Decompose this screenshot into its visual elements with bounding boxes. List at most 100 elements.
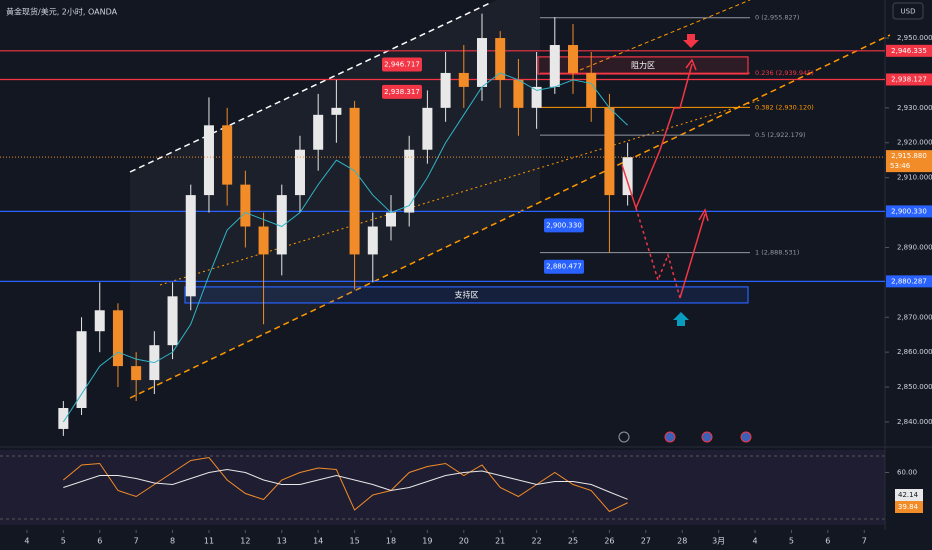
arrow-head bbox=[685, 58, 697, 71]
forecast-path-dip bbox=[635, 207, 681, 299]
channel-fill bbox=[130, 0, 540, 398]
candle-body bbox=[94, 310, 105, 332]
candle-body bbox=[586, 72, 597, 108]
zone-label: 阻力区 bbox=[631, 60, 655, 70]
axis-price-box bbox=[886, 275, 932, 288]
x-tick-label: 20 bbox=[459, 537, 469, 546]
candle-body bbox=[167, 296, 178, 346]
axis-price-label: 2,880.287 bbox=[891, 277, 927, 285]
fib-label: 0 (2,955.827) bbox=[755, 14, 799, 22]
x-tick-label: 4 bbox=[24, 537, 29, 546]
last-price-label: 2,915.880 bbox=[891, 152, 927, 160]
candle-body bbox=[185, 195, 196, 297]
fib-label: 1 (2,888.531) bbox=[755, 249, 799, 257]
price-tag-label: 2,938.317 bbox=[384, 88, 420, 96]
price-tag-label: 2,880.477 bbox=[546, 263, 582, 271]
x-tick-label: 26 bbox=[604, 537, 614, 546]
x-tick-label: 5 bbox=[61, 537, 66, 546]
forecast bbox=[621, 58, 709, 299]
x-tick-label: 14 bbox=[313, 537, 323, 546]
axis-price-box bbox=[886, 205, 932, 218]
countdown-label: 53:46 bbox=[890, 162, 911, 170]
candle-body bbox=[476, 38, 488, 87]
x-tick-label: 3月 bbox=[712, 537, 725, 546]
price-tag bbox=[382, 57, 422, 72]
candle-body bbox=[112, 310, 123, 367]
event-icon[interactable] bbox=[740, 431, 752, 443]
event-icon[interactable] bbox=[664, 431, 676, 443]
y-tick-label: 2,890.000 bbox=[897, 243, 932, 251]
x-tick-label: 7 bbox=[862, 537, 867, 546]
moving-average bbox=[62, 72, 628, 423]
candle-body bbox=[604, 107, 615, 196]
candle-body bbox=[331, 107, 342, 115]
price-tag bbox=[544, 218, 584, 233]
fib-label: 0.236 (2,939.945) bbox=[755, 69, 814, 77]
y-tick-label: 2,930.000 bbox=[897, 104, 932, 112]
forecast-path-up bbox=[621, 63, 693, 211]
y-tick-label: 2,850.000 bbox=[897, 383, 932, 391]
y-tick-label: 2,910.000 bbox=[897, 174, 932, 182]
candle-body bbox=[222, 125, 233, 185]
candle-body bbox=[240, 184, 251, 227]
axis-price-label: 2,900.330 bbox=[891, 207, 927, 215]
x-tick-label: 13 bbox=[277, 537, 287, 546]
x-tick-label: 11 bbox=[204, 537, 214, 546]
currency-label: USD bbox=[901, 8, 916, 16]
candle-body bbox=[276, 195, 287, 255]
arrow-head bbox=[698, 208, 709, 222]
event-icon[interactable] bbox=[701, 431, 713, 443]
candle-body bbox=[440, 72, 451, 108]
currency-button[interactable] bbox=[892, 2, 924, 20]
x-tick-label: 21 bbox=[495, 537, 505, 546]
x-tick-label: 6 bbox=[97, 537, 102, 546]
candle-body bbox=[76, 331, 87, 409]
candle-body bbox=[349, 107, 360, 255]
rsi-value-label: 39.84 bbox=[898, 503, 919, 511]
candle-body bbox=[513, 79, 524, 108]
rsi-value-label: 42.14 bbox=[898, 491, 919, 499]
candle-body bbox=[495, 38, 506, 80]
rsi-line bbox=[63, 468, 628, 500]
axis-price-label: 2,946.335 bbox=[891, 47, 927, 55]
rsi-value-box bbox=[895, 489, 923, 501]
axis-price-box bbox=[886, 73, 932, 86]
candle-body bbox=[385, 212, 396, 227]
up-arrow-icon bbox=[673, 312, 689, 326]
last-price-box bbox=[886, 150, 932, 173]
rsi-value-box bbox=[895, 501, 923, 513]
chart-title: 黄金现货/美元, 2小时, OANDA bbox=[6, 7, 118, 17]
price-tag bbox=[544, 259, 584, 274]
rsi-band bbox=[0, 450, 885, 525]
x-tick-label: 15 bbox=[349, 537, 359, 546]
down-arrow-icon bbox=[683, 34, 699, 48]
price-tag bbox=[382, 84, 422, 99]
candle-body bbox=[422, 107, 433, 150]
candle-body bbox=[313, 114, 324, 150]
plot-layer: 2,950.000 2,930.000 2,920.000 2,910.000 2,89… bbox=[0, 13, 932, 546]
x-tick-label: 4 bbox=[752, 537, 757, 546]
x-tick-label: 8 bbox=[170, 537, 175, 546]
x-tick-label: 18 bbox=[386, 537, 396, 546]
x-tick-label: 7 bbox=[134, 537, 139, 546]
x-tick-label: 28 bbox=[677, 537, 687, 546]
event-icon[interactable] bbox=[618, 431, 630, 443]
candle-body bbox=[404, 149, 415, 213]
rsi-line bbox=[63, 456, 628, 513]
y-tick-label: 2,950.000 bbox=[897, 34, 932, 42]
x-tick-label: 22 bbox=[532, 537, 542, 546]
forecast-path-rebound bbox=[679, 213, 706, 299]
y-tick-label: 2,870.000 bbox=[897, 313, 932, 321]
y-tick-label: 2,920.000 bbox=[897, 139, 932, 147]
zone-label: 支持区 bbox=[455, 289, 479, 299]
x-tick-label: 19 bbox=[422, 537, 432, 546]
candle-body bbox=[622, 157, 633, 196]
x-tick-label: 12 bbox=[240, 537, 250, 546]
fib-label: 0.5 (2,922.179) bbox=[755, 131, 806, 139]
y-tick-label: 2,840.000 bbox=[897, 418, 932, 426]
price-tag-label: 2,946.717 bbox=[384, 61, 420, 69]
candle-body bbox=[458, 72, 469, 87]
candle-body bbox=[294, 149, 305, 196]
candle-body bbox=[131, 366, 142, 381]
